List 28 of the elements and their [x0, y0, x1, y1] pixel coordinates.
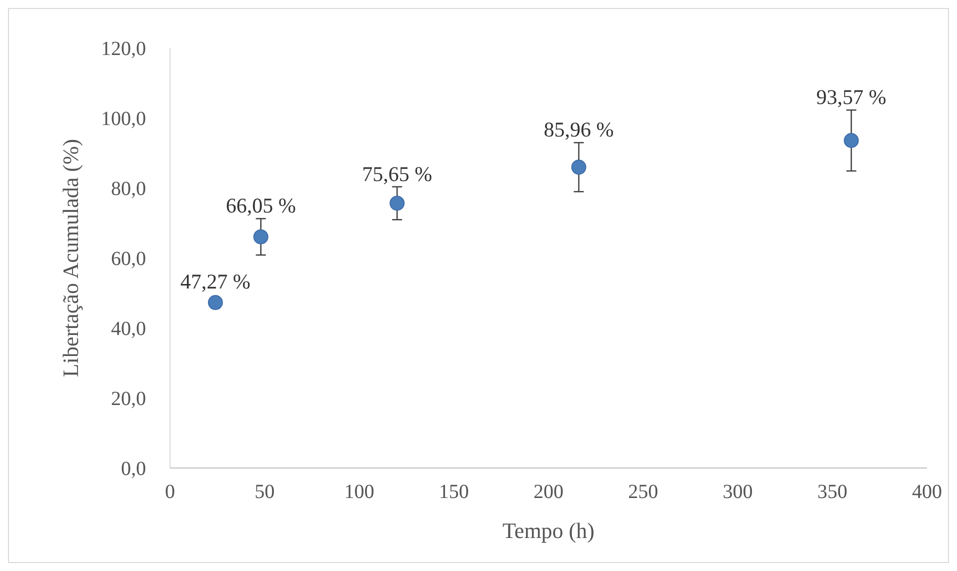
y-tick-label: 20,0	[111, 388, 146, 410]
point	[253, 229, 268, 244]
x-tick-label: 250	[628, 481, 658, 503]
data-label: 75,65 %	[362, 162, 432, 186]
x-tick-label: 200	[534, 481, 564, 503]
data-label: 93,57 %	[816, 85, 886, 110]
x-tick-label: 100	[344, 481, 374, 503]
x-tick-label: 350	[817, 481, 848, 503]
y-tick-label: 40,0	[111, 318, 146, 340]
point	[390, 196, 405, 211]
x-tick-label: 400	[912, 481, 942, 503]
x-tick-label: 50	[254, 481, 275, 503]
y-tick-label: 0,0	[121, 458, 146, 480]
x-axis-title: Tempo (h)	[502, 518, 594, 543]
x-tick-label: 300	[722, 481, 753, 503]
point	[844, 133, 859, 148]
y-tick-label: 60,0	[111, 248, 146, 270]
point	[208, 295, 223, 310]
y-tick-label: 80,0	[111, 178, 146, 200]
y-axis-title: Libertação Acumulada (%)	[58, 138, 83, 378]
data-label: 85,96 %	[544, 118, 614, 142]
x-tick-label: 150	[438, 481, 469, 503]
point	[571, 160, 586, 175]
x-tick-label: 0	[165, 481, 175, 503]
data-label: 66,05 %	[226, 194, 296, 218]
y-tick-label: 100,0	[101, 108, 146, 130]
y-tick-label: 120,0	[101, 38, 146, 60]
data-label: 47,27 %	[180, 270, 250, 294]
